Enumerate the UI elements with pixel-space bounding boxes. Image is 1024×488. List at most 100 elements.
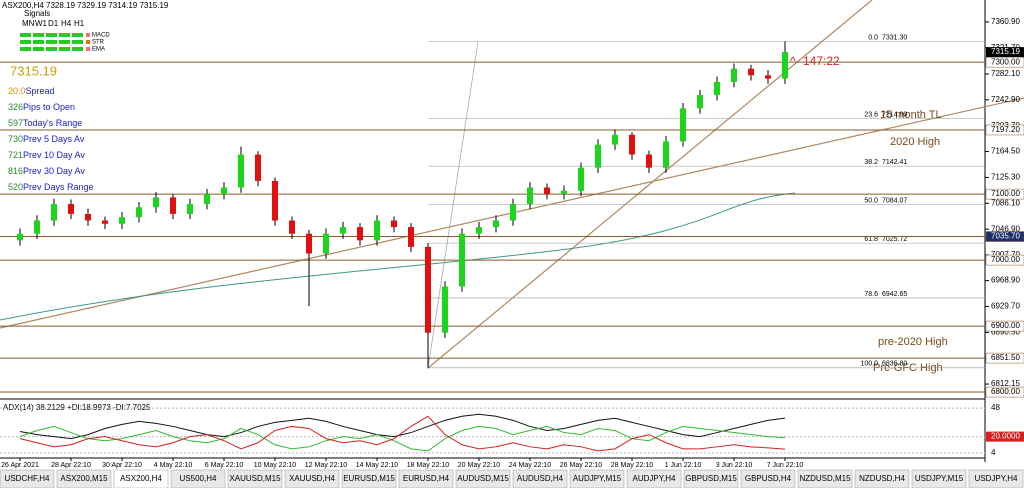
info-value: 326 [8, 102, 23, 112]
level-label: 7300.00 [991, 57, 1020, 66]
x-tick-label: 30 Apr 22:10 [102, 462, 142, 469]
candle-body [612, 134, 618, 145]
tab-label[interactable]: XAUUSD,M15 [229, 474, 281, 483]
fib-price: 7025.72 [882, 236, 907, 243]
info-row: 721Prev 10 Day Av [8, 150, 85, 160]
signal-row: MACD [92, 33, 110, 39]
info-row: 520Prev Days Range [8, 182, 94, 192]
candle-body [544, 187, 550, 195]
level-label: 6851.50 [991, 353, 1020, 362]
tab-label[interactable]: AUDUSD,M15 [457, 474, 509, 483]
signal-swatch [86, 40, 90, 44]
tab-label[interactable]: USDJPY,M15 [915, 474, 964, 483]
tab-label[interactable]: AUDUSD,H4 [517, 474, 564, 483]
candle-body [459, 233, 465, 287]
x-tick-label: 4 May 22:10 [154, 462, 193, 469]
tab-label[interactable]: USDCHF,H4 [5, 474, 50, 483]
tab[interactable] [968, 469, 1024, 488]
signal-column: W1 [35, 19, 48, 28]
annotation: ^- 147:22 [790, 54, 840, 68]
tab-label[interactable]: EURUSD,H4 [403, 474, 450, 483]
x-tick-label: 28 May 22:10 [611, 462, 654, 469]
price-box [986, 47, 1024, 58]
candle-body [578, 167, 584, 191]
tab[interactable] [854, 469, 910, 488]
tab-label[interactable]: NZDUSD,H4 [859, 474, 905, 483]
candle-body [34, 220, 40, 234]
y-tick-label: 7125.30 [991, 173, 1020, 182]
tab[interactable] [683, 469, 739, 488]
y-tick-label: 6929.70 [991, 302, 1020, 311]
tab-label[interactable]: AUDJPY,H4 [633, 474, 677, 483]
tab-label[interactable]: EURUSD,M15 [343, 474, 395, 483]
level-label: 6900.00 [991, 321, 1020, 330]
tab-label[interactable]: NZDUSD,M15 [799, 474, 851, 483]
candle-body [357, 227, 363, 241]
signal-column: H4 [61, 19, 72, 28]
fib-ratio: 100.0 [860, 361, 878, 368]
annotation: pre-2020 High [878, 336, 948, 348]
info-row: 20.0Spread [8, 86, 55, 96]
info-label: Prev 10 Day Av [23, 150, 85, 160]
tab[interactable] [170, 469, 226, 488]
indicator-title: ADX(14) 38.2129 +DI:18.9973 -DI:7.7025 [3, 403, 151, 412]
indicator-line [19, 413, 786, 440]
x-tick-label: 26 Apr 2021 [1, 462, 39, 469]
tab[interactable] [455, 469, 511, 488]
candle-body [510, 204, 516, 221]
tab-label[interactable]: US500,H4 [180, 474, 217, 483]
tab-label[interactable]: ASX200,M15 [60, 474, 108, 483]
x-tick-label: 3 Jun 22:10 [716, 462, 753, 469]
info-row: 326Pips to Open [8, 102, 75, 112]
tab[interactable] [227, 469, 283, 488]
fib-price: 6836.80 [882, 361, 907, 368]
annotation: 2020 High [890, 136, 940, 148]
tab[interactable] [512, 469, 568, 488]
signal-cell [72, 40, 83, 44]
tab[interactable] [0, 469, 55, 488]
y-tick-label: 7242.90 [991, 95, 1020, 104]
tab-label[interactable]: USDJPY,H4 [975, 474, 1019, 483]
y-tick-label: 7007.70 [991, 250, 1020, 259]
tab[interactable] [113, 469, 169, 488]
info-label: Pips to Open [23, 102, 75, 112]
tab[interactable] [740, 469, 796, 488]
info-value: 20.0 [8, 86, 26, 96]
candle-body [561, 190, 567, 195]
tab[interactable] [56, 469, 112, 488]
candle-body [119, 217, 125, 224]
candle-body [374, 220, 380, 241]
tab-label[interactable]: AUDJPY,M15 [573, 474, 622, 483]
tab[interactable] [398, 469, 454, 488]
tab-label[interactable]: GBPUSD,M15 [685, 474, 737, 483]
candle-body [51, 204, 57, 221]
x-tick-label: 14 May 22:10 [356, 462, 399, 469]
level-box [985, 352, 1024, 364]
candle-body [476, 227, 482, 234]
tab[interactable] [797, 469, 853, 488]
x-tick-label: 24 May 22:10 [509, 462, 552, 469]
tab-label[interactable]: GBPUSD,H4 [745, 474, 792, 483]
tab-label[interactable]: ASX200,H4 [120, 474, 162, 483]
fib-ratio: 61.8 [864, 236, 878, 243]
tab[interactable] [569, 469, 625, 488]
y-tick-label: 4 [991, 448, 996, 457]
tab[interactable] [911, 469, 967, 488]
fib-price: 7142.41 [882, 159, 907, 166]
signal-cell [20, 33, 31, 37]
tab-label[interactable]: XAUUSD,H4 [289, 474, 335, 483]
tab[interactable] [341, 469, 397, 488]
signal-swatch [86, 33, 90, 37]
level-label: 7035.70 [991, 232, 1020, 241]
info-row: 730Prev 5 Days Av [8, 134, 85, 144]
y-tick-label: 7164.50 [991, 147, 1020, 156]
info-row: 597Today's Range [8, 118, 82, 128]
annotation: 15 month TL [880, 109, 942, 121]
fib-ratio: 23.6 [864, 111, 878, 118]
candle-body [782, 52, 788, 79]
tab[interactable] [626, 469, 682, 488]
tab[interactable] [284, 469, 340, 488]
